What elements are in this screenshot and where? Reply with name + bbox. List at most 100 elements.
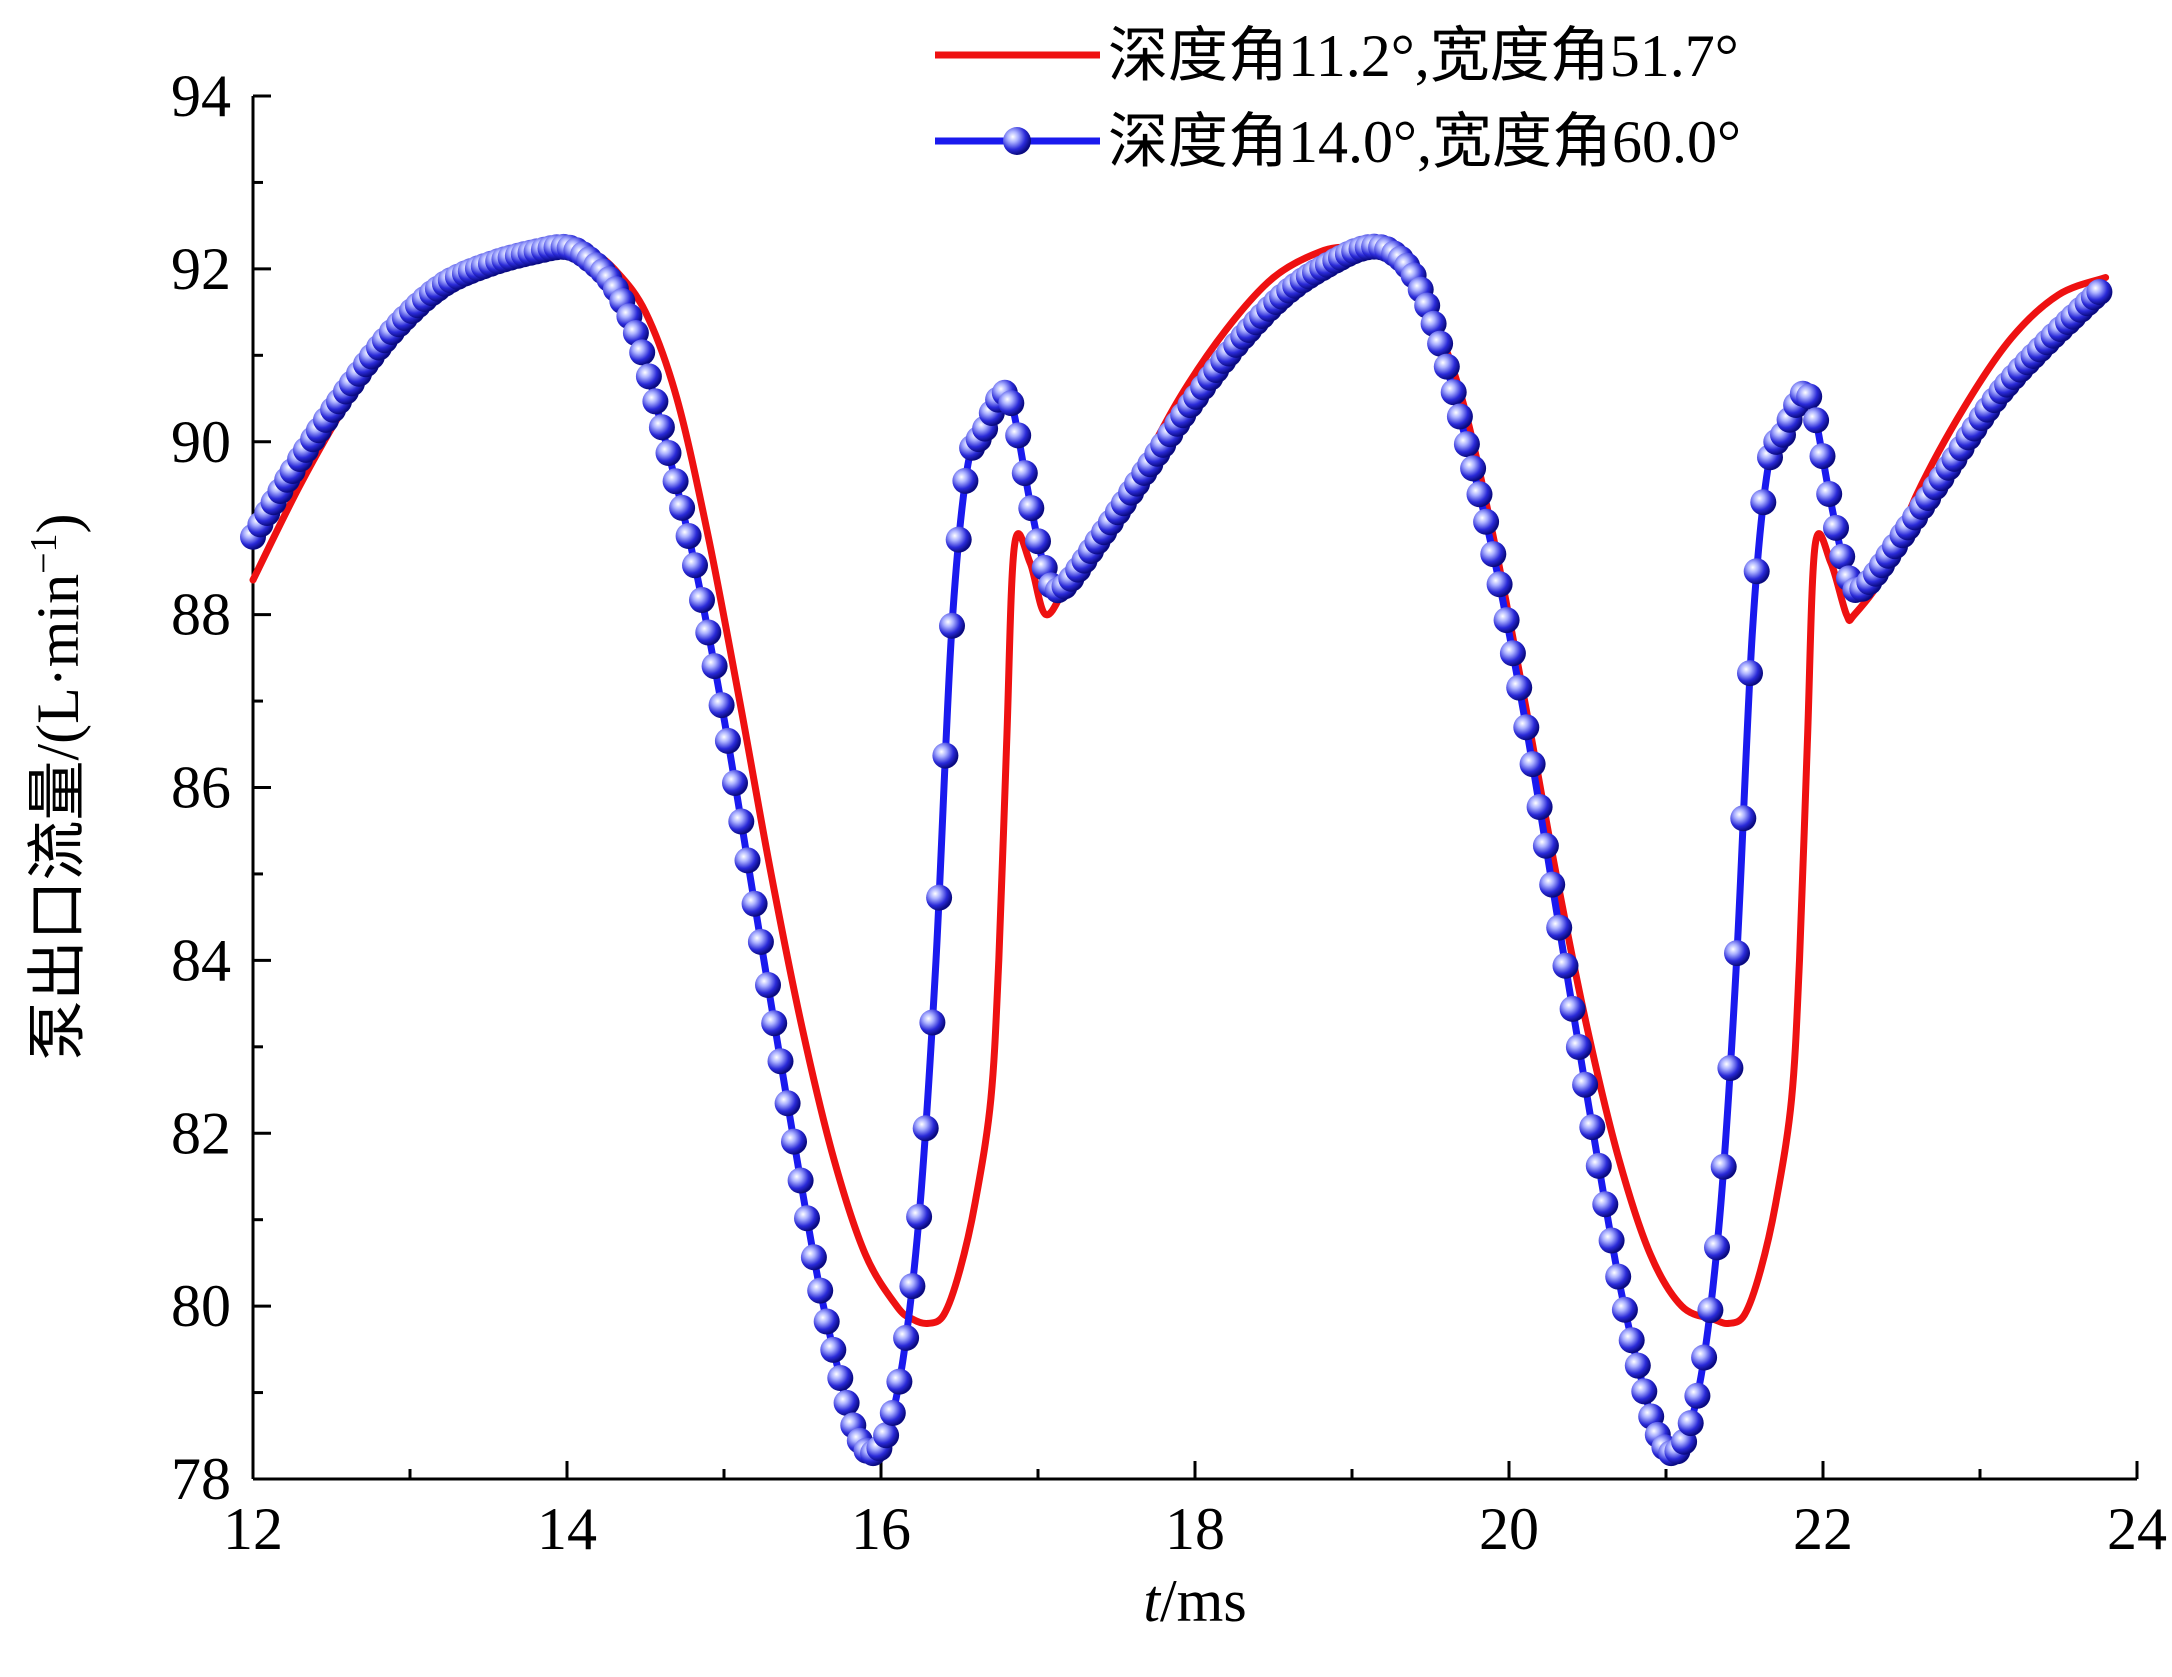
series-marker bbox=[662, 468, 689, 495]
series-marker bbox=[919, 1009, 946, 1036]
series-marker bbox=[1559, 995, 1586, 1022]
x-tick-label: 14 bbox=[537, 1496, 597, 1562]
y-tick-label: 78 bbox=[171, 1446, 231, 1512]
series-marker bbox=[1005, 422, 1032, 449]
series-marker bbox=[1420, 310, 1447, 337]
x-tick-label: 16 bbox=[851, 1496, 911, 1562]
series-marker bbox=[1697, 1297, 1724, 1324]
series-marker bbox=[1493, 607, 1520, 634]
series-marker bbox=[1724, 940, 1750, 967]
series-marker bbox=[1598, 1227, 1625, 1254]
series-marker bbox=[1519, 751, 1546, 778]
series-marker bbox=[1803, 407, 1830, 434]
series-marker bbox=[893, 1324, 920, 1351]
legend-entry-2: 深度角14.0°,宽度角60.0° bbox=[935, 109, 1741, 175]
series-marker bbox=[879, 1400, 906, 1426]
series-marker bbox=[1823, 514, 1849, 541]
y-tick-label: 92 bbox=[171, 236, 231, 302]
series-marker bbox=[767, 1048, 794, 1075]
legend-marker-2 bbox=[1003, 127, 1031, 155]
series-marker bbox=[689, 587, 715, 613]
series-marker bbox=[1796, 383, 1823, 410]
series-marker bbox=[807, 1277, 834, 1304]
series-marker bbox=[813, 1308, 840, 1335]
series-marker bbox=[1532, 832, 1559, 859]
x-tick-label: 24 bbox=[2107, 1496, 2167, 1562]
series-marker bbox=[1631, 1378, 1658, 1405]
series-marker bbox=[1539, 871, 1566, 898]
series-marker bbox=[1579, 1114, 1606, 1141]
series-marker bbox=[820, 1336, 847, 1363]
x-axis-label-italic: t bbox=[1143, 1568, 1161, 1634]
series-marker bbox=[998, 390, 1025, 417]
series-marker bbox=[1546, 914, 1573, 941]
series-marker bbox=[952, 467, 979, 494]
series-marker bbox=[1446, 403, 1473, 430]
series-marker bbox=[794, 1205, 820, 1232]
legend-entry-1: 深度角11.2°,宽度角51.7° bbox=[935, 23, 1739, 89]
series-marker bbox=[1737, 660, 1763, 687]
series-marker bbox=[1809, 443, 1836, 470]
series-marker bbox=[1730, 805, 1757, 832]
series-marker bbox=[800, 1244, 827, 1271]
series-marker bbox=[1025, 528, 1051, 555]
series-marker bbox=[1513, 714, 1540, 741]
series-marker bbox=[1473, 508, 1500, 535]
series-marker bbox=[629, 339, 656, 366]
series-markers-2 bbox=[240, 233, 2113, 1467]
series-marker bbox=[1618, 1327, 1645, 1354]
series-marker bbox=[1710, 1153, 1737, 1180]
series-marker bbox=[708, 692, 735, 719]
series-marker bbox=[669, 494, 696, 521]
series-marker bbox=[1585, 1152, 1612, 1179]
y-tick-label: 82 bbox=[171, 1100, 231, 1166]
series-marker bbox=[906, 1203, 933, 1230]
series-marker bbox=[932, 742, 959, 769]
series-marker bbox=[1486, 571, 1513, 598]
series-marker bbox=[714, 727, 741, 754]
series-marker bbox=[939, 612, 965, 639]
series-marker bbox=[774, 1090, 801, 1117]
x-tick-label: 20 bbox=[1479, 1496, 1539, 1562]
x-axis-label-unit: /ms bbox=[1160, 1568, 1247, 1634]
series-marker bbox=[682, 552, 708, 579]
legend-label-1: 深度角11.2°,宽度角51.7° bbox=[1108, 23, 1739, 89]
series-marker bbox=[695, 619, 722, 646]
series-marker bbox=[1526, 794, 1553, 820]
series-marker bbox=[1433, 353, 1460, 380]
series-marker bbox=[1829, 543, 1856, 570]
series-marker bbox=[728, 808, 755, 835]
series-marker bbox=[747, 928, 774, 955]
series-marker bbox=[833, 1389, 860, 1416]
x-axis-label: t/ms bbox=[1143, 1568, 1246, 1634]
y-axis-label-superscript: −1 bbox=[23, 533, 65, 573]
series-marker bbox=[873, 1422, 900, 1449]
series-marker bbox=[1011, 460, 1038, 487]
series-marker bbox=[675, 523, 702, 549]
series-marker bbox=[1684, 1382, 1711, 1409]
series-marker bbox=[741, 890, 768, 917]
series-marker bbox=[761, 1010, 788, 1037]
series-marker bbox=[2086, 279, 2113, 305]
series-marker bbox=[655, 440, 682, 466]
series-marker bbox=[722, 770, 748, 796]
series-marker bbox=[1816, 481, 1843, 507]
series-marker bbox=[1605, 1263, 1632, 1290]
x-tick-label: 12 bbox=[223, 1496, 283, 1562]
y-tick-label: 94 bbox=[171, 63, 231, 129]
x-ticks: 12 14 16 18 20 22 24 bbox=[223, 1461, 2167, 1562]
series-marker bbox=[1460, 455, 1487, 482]
series-marker bbox=[1453, 431, 1480, 458]
series-marker bbox=[1750, 489, 1777, 516]
series-marker bbox=[701, 653, 728, 680]
series-marker bbox=[899, 1273, 926, 1300]
series-marker bbox=[1592, 1191, 1619, 1218]
legend-label-2: 深度角14.0°,宽度角60.0° bbox=[1108, 109, 1741, 175]
series-marker bbox=[827, 1365, 854, 1391]
series-marker bbox=[642, 388, 669, 415]
series-marker bbox=[1018, 495, 1045, 522]
y-ticks: 78 80 82 84 86 88 90 92 94 bbox=[171, 63, 271, 1512]
y-tick-label: 86 bbox=[171, 755, 231, 821]
series-marker bbox=[1691, 1344, 1718, 1371]
y-tick-label: 88 bbox=[171, 582, 231, 648]
